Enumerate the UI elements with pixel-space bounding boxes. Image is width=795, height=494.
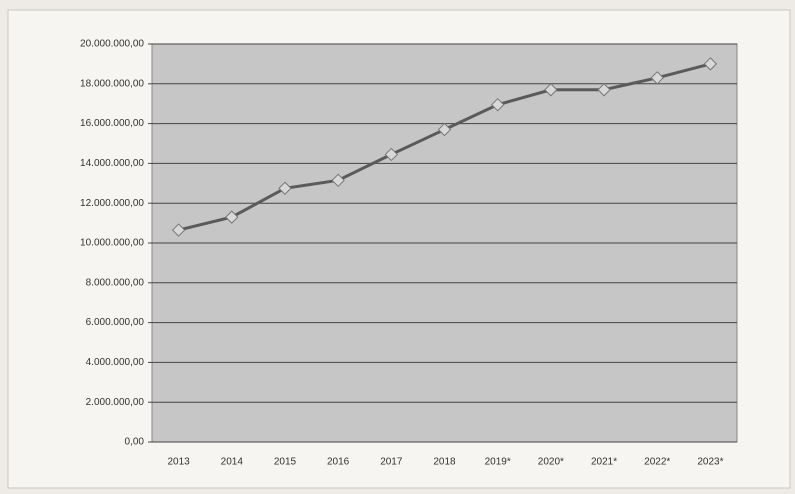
x-tick-label: 2022*: [644, 457, 670, 468]
y-tick-label: 8.000.000,00: [86, 277, 145, 288]
x-tick-label: 2021*: [591, 457, 617, 468]
point-marker: [331, 173, 345, 188]
y-tick-label: 4.000.000,00: [86, 357, 145, 368]
y-tick-label: 16.000.000,00: [80, 118, 144, 129]
x-tick-label: 2015: [274, 457, 297, 468]
y-tick-label: 10.000.000,00: [80, 238, 144, 249]
y-tick-label: 2.000.000,00: [86, 397, 145, 408]
point-marker: [544, 83, 558, 97]
x-tick-label: 2018: [433, 457, 456, 468]
point-marker: [225, 210, 239, 224]
y-tick-label: 0,00: [125, 437, 145, 448]
point-marker: [384, 147, 399, 162]
x-tick-label: 2020*: [538, 457, 564, 468]
y-tick-label: 14.000.000,00: [80, 158, 144, 169]
x-tick-label: 2019*: [485, 457, 511, 468]
point-marker: [278, 181, 292, 195]
point-marker: [650, 71, 664, 85]
point-marker: [597, 83, 611, 97]
y-tick-label: 12.000.000,00: [80, 198, 144, 209]
y-tick-label: 20.000.000,00: [80, 39, 144, 50]
x-tick-label: 2023*: [697, 457, 723, 468]
x-tick-label: 2013: [167, 457, 190, 468]
y-tick-label: 6.000.000,00: [86, 317, 145, 328]
point-marker: [703, 57, 718, 71]
x-tick-label: 2017: [380, 457, 403, 468]
y-tick-label: 18.000.000,00: [80, 78, 144, 89]
point-marker: [437, 122, 452, 137]
point-marker: [490, 97, 505, 112]
x-tick-label: 2016: [327, 457, 350, 468]
x-tick-label: 2014: [221, 457, 244, 468]
point-marker: [171, 223, 186, 237]
